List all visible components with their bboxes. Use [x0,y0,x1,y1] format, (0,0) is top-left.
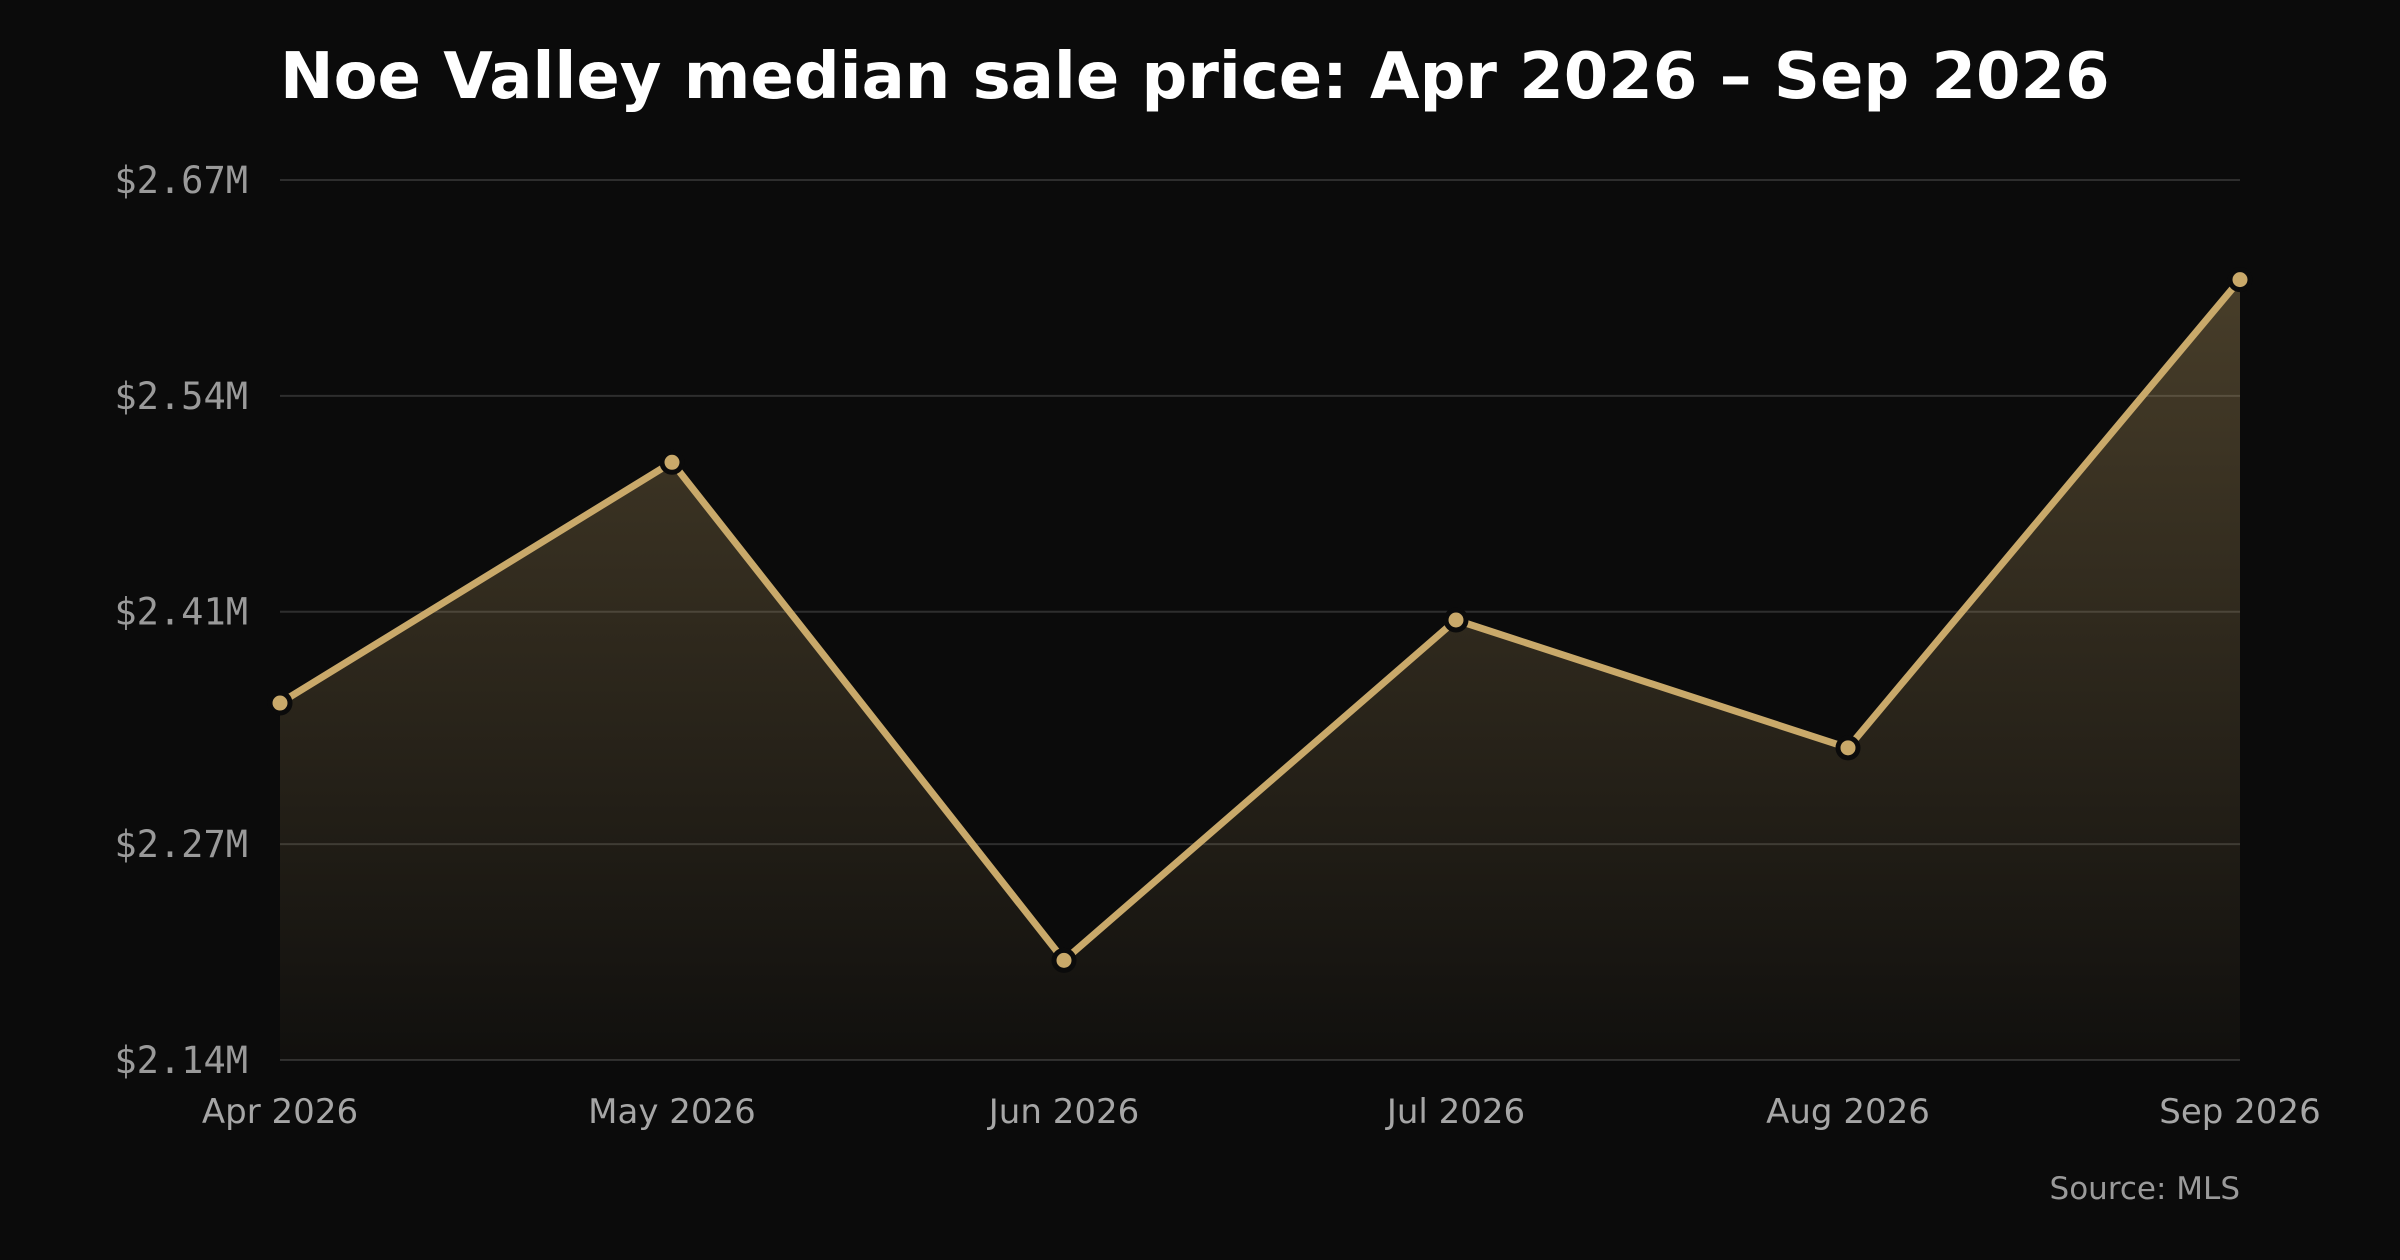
data-point [267,690,293,716]
y-tick-label: $2.54M [114,375,248,418]
y-tick-label: $2.67M [114,159,248,202]
y-tick-label: $2.41M [114,591,248,634]
x-tick-label: Aug 2026 [1766,1092,1930,1132]
x-tick-label: May 2026 [588,1092,756,1132]
series-line [276,276,2244,964]
area-fill [280,279,2240,1060]
x-axis: Apr 2026 May 2026 Jun 2026 Jul 2026 Aug 2026… [202,1092,2321,1132]
source-note: Source: MLS [2050,1171,2240,1207]
x-tick-label: Sep 2026 [2159,1092,2320,1132]
data-point [1443,607,1469,633]
data-point [659,449,685,475]
y-tick-label: $2.27M [114,823,248,866]
y-axis: $2.67M $2.54M $2.41M $2.27M $2.14M [114,159,248,1082]
data-point [1835,735,1861,761]
x-tick-label: Jun 2026 [987,1092,1139,1132]
data-point [2227,267,2253,293]
x-tick-label: Jul 2026 [1385,1092,1525,1132]
y-tick-label: $2.14M [114,1039,248,1082]
chart-title: Noe Valley median sale price: Apr 2026 –… [280,40,2110,114]
data-point [1051,947,1077,973]
data-points [267,267,2253,973]
x-tick-label: Apr 2026 [202,1092,358,1132]
